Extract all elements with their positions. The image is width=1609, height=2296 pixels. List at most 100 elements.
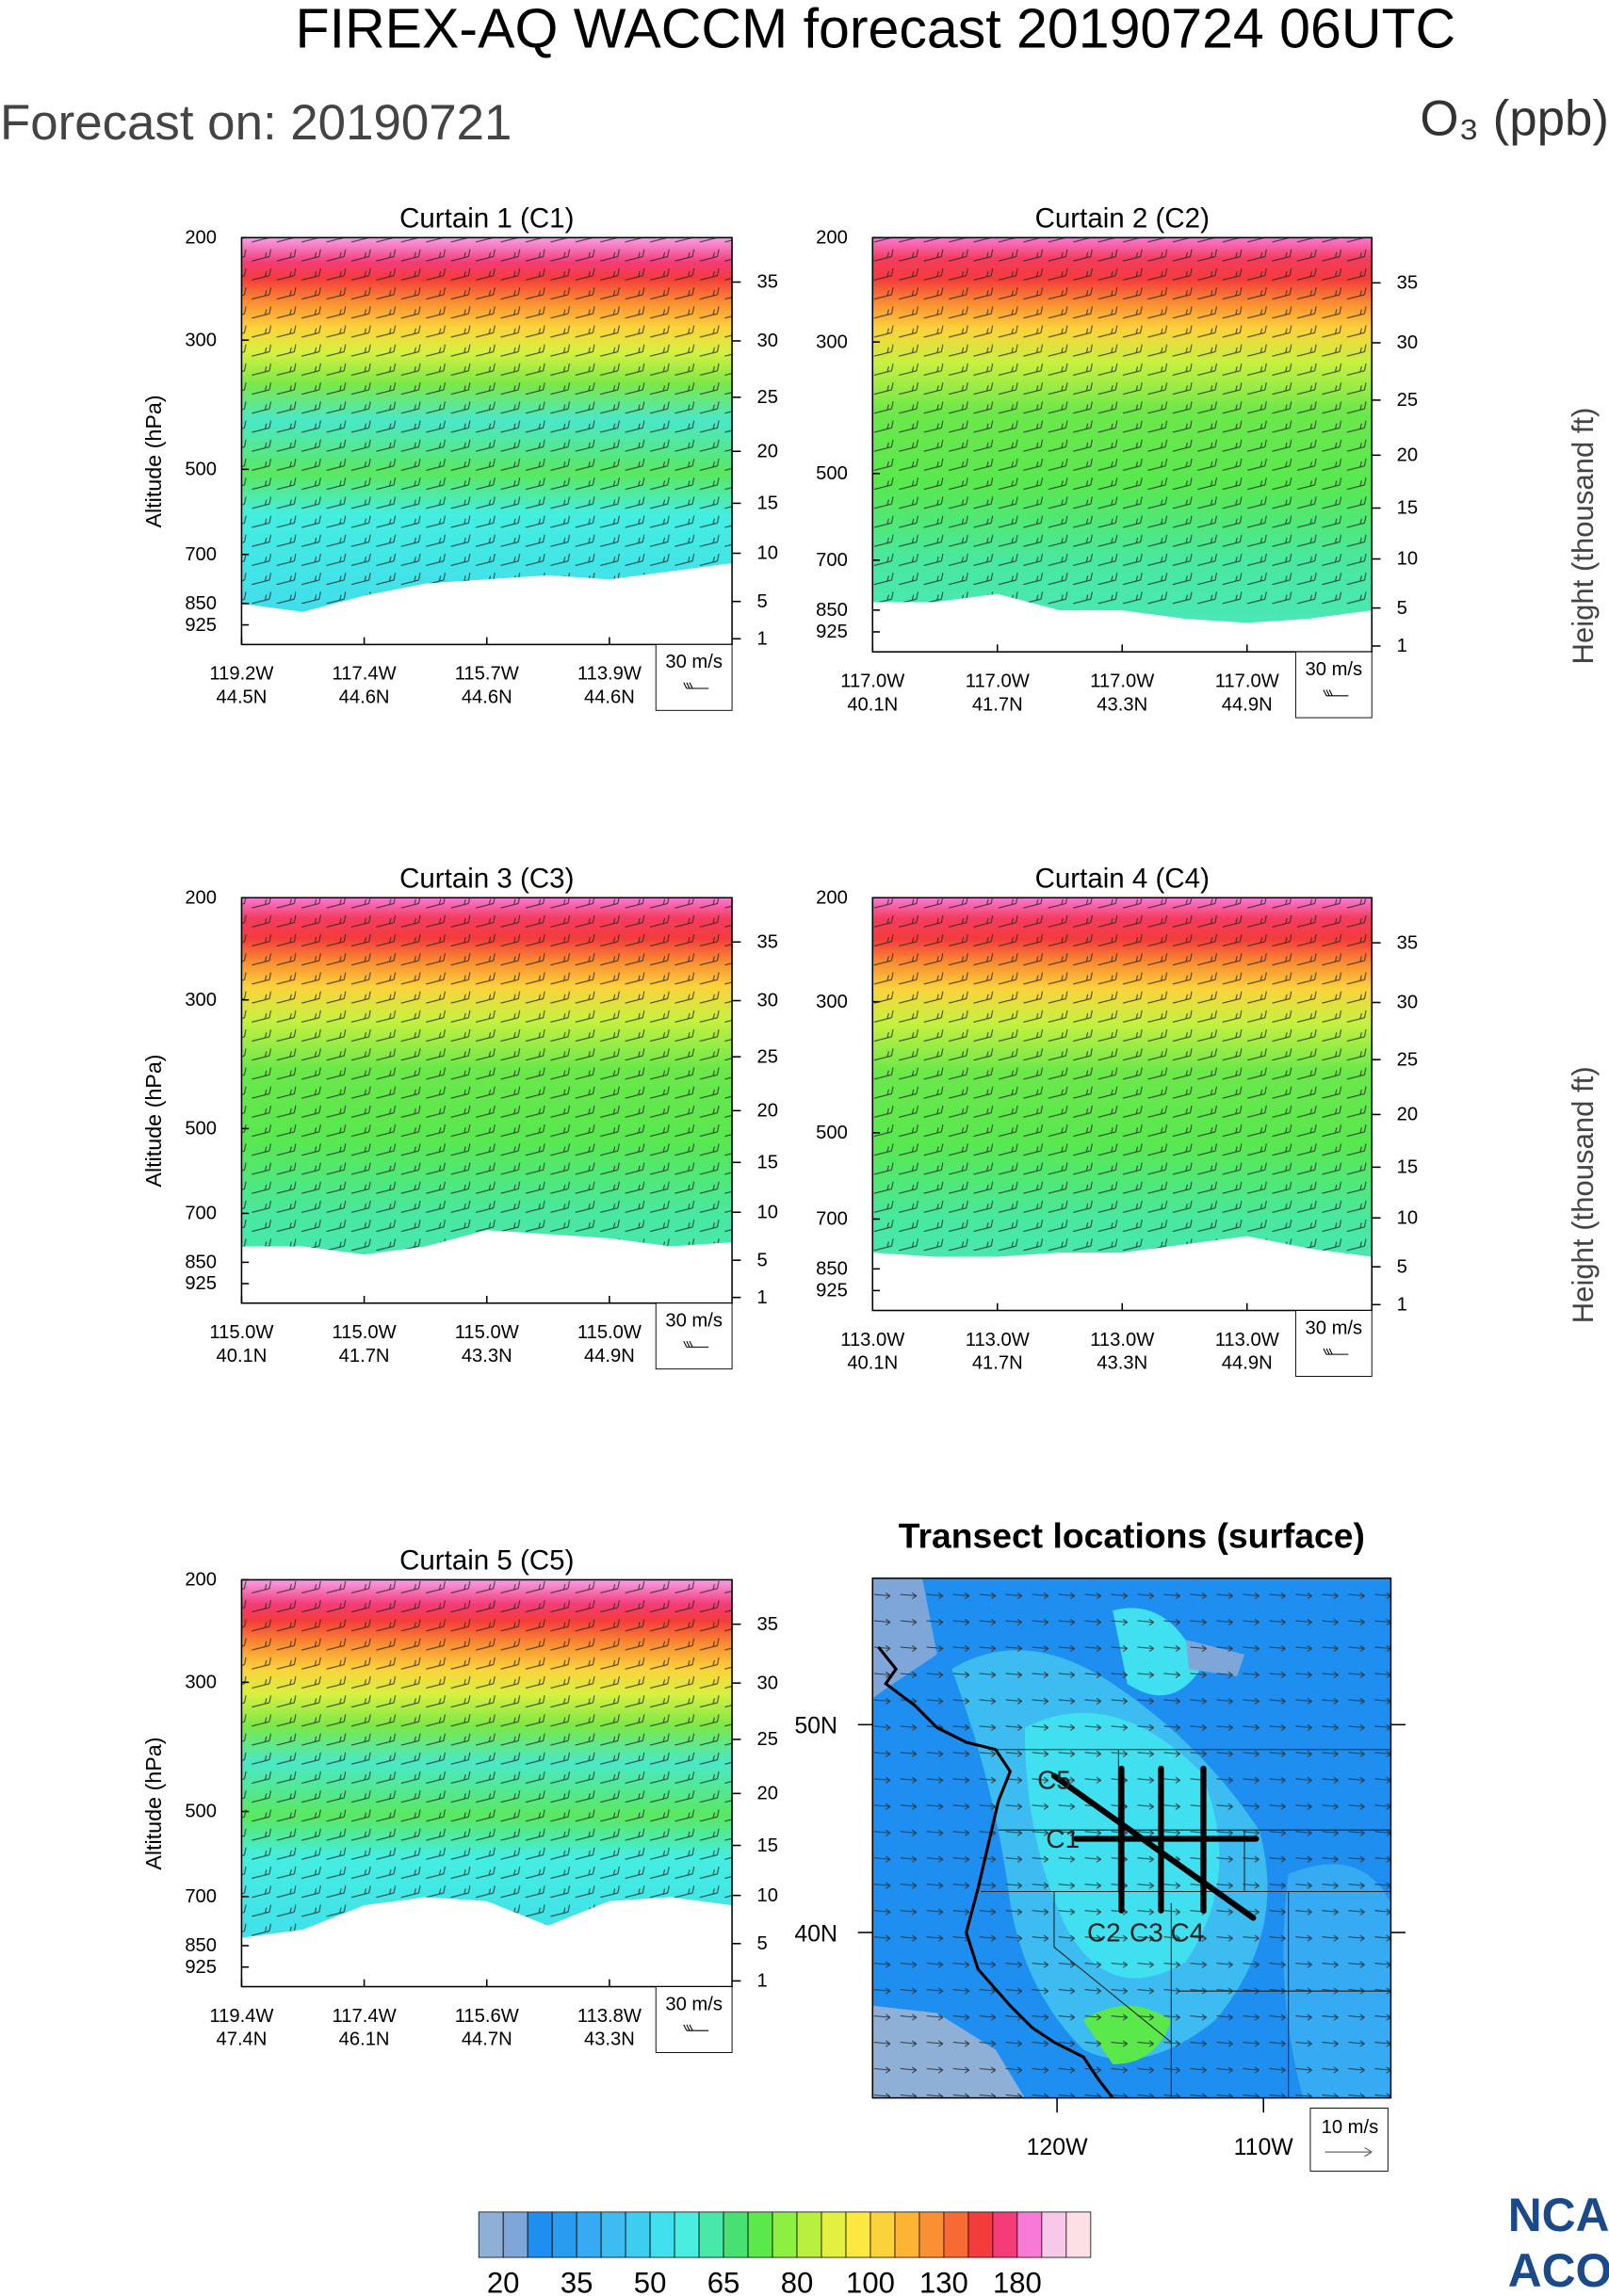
y-tick-label: 700 (816, 1209, 848, 1230)
panel-title: Curtain 3 (C3) (399, 863, 574, 894)
x-tick-lon: 117.4W (333, 664, 397, 685)
wind-key-box (1294, 651, 1373, 719)
y2-tick-label: 20 (756, 441, 777, 461)
x-tick-lat: 44.7N (462, 2029, 512, 2050)
x-tick-lat: 40.1N (847, 694, 898, 715)
y2-tick-label: 5 (756, 591, 767, 612)
y-tick-label: 500 (816, 463, 848, 484)
y2-axis-title: Height (thousand ft) (1567, 408, 1600, 665)
x-tick-lon: 119.2W (209, 664, 273, 685)
y2-tick-label: 10 (756, 543, 777, 564)
colorbar-box (821, 2211, 847, 2258)
y2-tick-label: 1 (756, 1287, 767, 1308)
x-tick-lat: 44.9N (1222, 1353, 1273, 1374)
wind-key-box (655, 1302, 733, 1370)
y2-tick-label: 20 (1397, 445, 1418, 466)
colorbar-label: 65 (707, 2266, 740, 2296)
y2-tick-label: 15 (756, 1153, 777, 1173)
x-tick-lon: 115.7W (455, 664, 519, 685)
colorbar-box (943, 2211, 969, 2258)
y-tick-label: 200 (816, 887, 848, 908)
y-tick-label: 200 (185, 228, 217, 249)
wind-barbs (241, 1579, 733, 1947)
colorbar-box (747, 2211, 773, 2258)
y-axis-title: Altitude (hPa) (141, 1738, 166, 1870)
colorbar-box (649, 2211, 675, 2258)
x-tick-lat: 41.7N (972, 1353, 1023, 1374)
colorbar-box (674, 2211, 700, 2258)
y-tick-label: 300 (185, 990, 217, 1011)
curtain-panel: Curtain 1 (C1)20030050070085092515101520… (141, 202, 778, 711)
y2-tick-label: 20 (756, 1784, 777, 1804)
colorbar-box (600, 2211, 626, 2258)
x-tick-lon: 113.0W (966, 1330, 1030, 1350)
y2-tick-label: 5 (756, 1250, 767, 1270)
y2-tick-label: 20 (1397, 1105, 1418, 1125)
y-tick-label: 200 (185, 887, 217, 908)
y-tick-label: 500 (185, 1802, 217, 1822)
colorbar-box (1065, 2211, 1092, 2258)
y2-tick-label: 5 (756, 1933, 767, 1954)
terrain (872, 593, 1373, 653)
y2-tick-label: 15 (1397, 498, 1418, 519)
x-tick-lon: 115.6W (455, 2006, 519, 2027)
x-tick-lon: 117.0W (966, 671, 1030, 691)
wind-key-barb (683, 1340, 709, 1348)
y2-tick-label: 10 (756, 1885, 777, 1906)
lat-label: 40N (794, 1920, 837, 1947)
colorbar-box (625, 2211, 651, 2258)
x-tick-lat: 40.1N (847, 1353, 898, 1374)
x-tick-lon: 115.0W (209, 1322, 273, 1343)
x-tick-lat: 41.7N (972, 694, 1023, 715)
terrain (241, 562, 733, 645)
lon-label: 120W (1027, 2134, 1088, 2160)
y-tick-label: 850 (185, 1935, 217, 1956)
x-tick-lon: 119.4W (209, 2006, 273, 2027)
curtain-panel: Curtain 4 (C4)20030050070085092515101520… (816, 863, 1600, 1377)
colorbar-box (992, 2211, 1018, 2258)
x-tick-lat: 44.9N (1222, 694, 1273, 715)
map-frame (871, 1577, 1392, 2099)
map-wind-key-box (1309, 2108, 1389, 2172)
colorbar-box (698, 2211, 724, 2258)
colorbar-label: 20 (487, 2266, 520, 2296)
forecast-date: Forecast on: 20190721 (0, 95, 512, 151)
y2-tick-label: 30 (1397, 332, 1418, 353)
lon-label: 110W (1234, 2134, 1294, 2160)
logo-text: ACO (1508, 2244, 1609, 2296)
x-tick-lon: 117.0W (1090, 671, 1154, 691)
y-tick-label: 700 (185, 1886, 217, 1907)
y2-tick-label: 5 (1397, 598, 1407, 619)
colorbar-box (478, 2211, 504, 2258)
y-tick-label: 925 (185, 615, 217, 636)
map-wind-key-label: 10 m/s (1322, 2117, 1379, 2138)
x-tick-lon: 115.0W (455, 1322, 519, 1343)
y2-tick-label: 35 (756, 931, 777, 952)
terrain (872, 1236, 1373, 1311)
x-tick-lon: 117.4W (333, 2006, 397, 2027)
curtain-panel: Curtain 5 (C5)20030050070085092515101520… (141, 1545, 778, 2053)
y2-tick-label: 30 (756, 331, 777, 351)
y-tick-label: 300 (816, 331, 848, 352)
y2-tick-label: 15 (756, 1835, 777, 1856)
colorbar-box (551, 2211, 577, 2258)
transect-label: C4 (1171, 1917, 1205, 1947)
colorbar-label: 180 (993, 2266, 1042, 2296)
y-tick-label: 850 (816, 1259, 848, 1280)
y2-tick-label: 35 (756, 272, 777, 293)
x-tick-lon: 117.0W (1215, 671, 1279, 691)
figure-title: FIREX-AQ WACCM forecast 20190724 06UTC (296, 0, 1456, 59)
colorbar-box (502, 2211, 528, 2258)
y-tick-label: 925 (185, 1273, 217, 1294)
x-tick-lon: 117.0W (840, 671, 904, 691)
y-tick-label: 200 (816, 228, 848, 249)
y2-tick-label: 10 (1397, 549, 1418, 570)
y-tick-label: 500 (185, 1119, 217, 1140)
colorbar-label: 35 (561, 2266, 593, 2296)
colorbar-box (918, 2211, 945, 2258)
x-tick-lat: 44.6N (339, 687, 390, 708)
colorbar-label: 100 (846, 2266, 895, 2296)
y2-tick-label: 10 (1397, 1207, 1418, 1228)
y-tick-label: 925 (816, 622, 848, 642)
